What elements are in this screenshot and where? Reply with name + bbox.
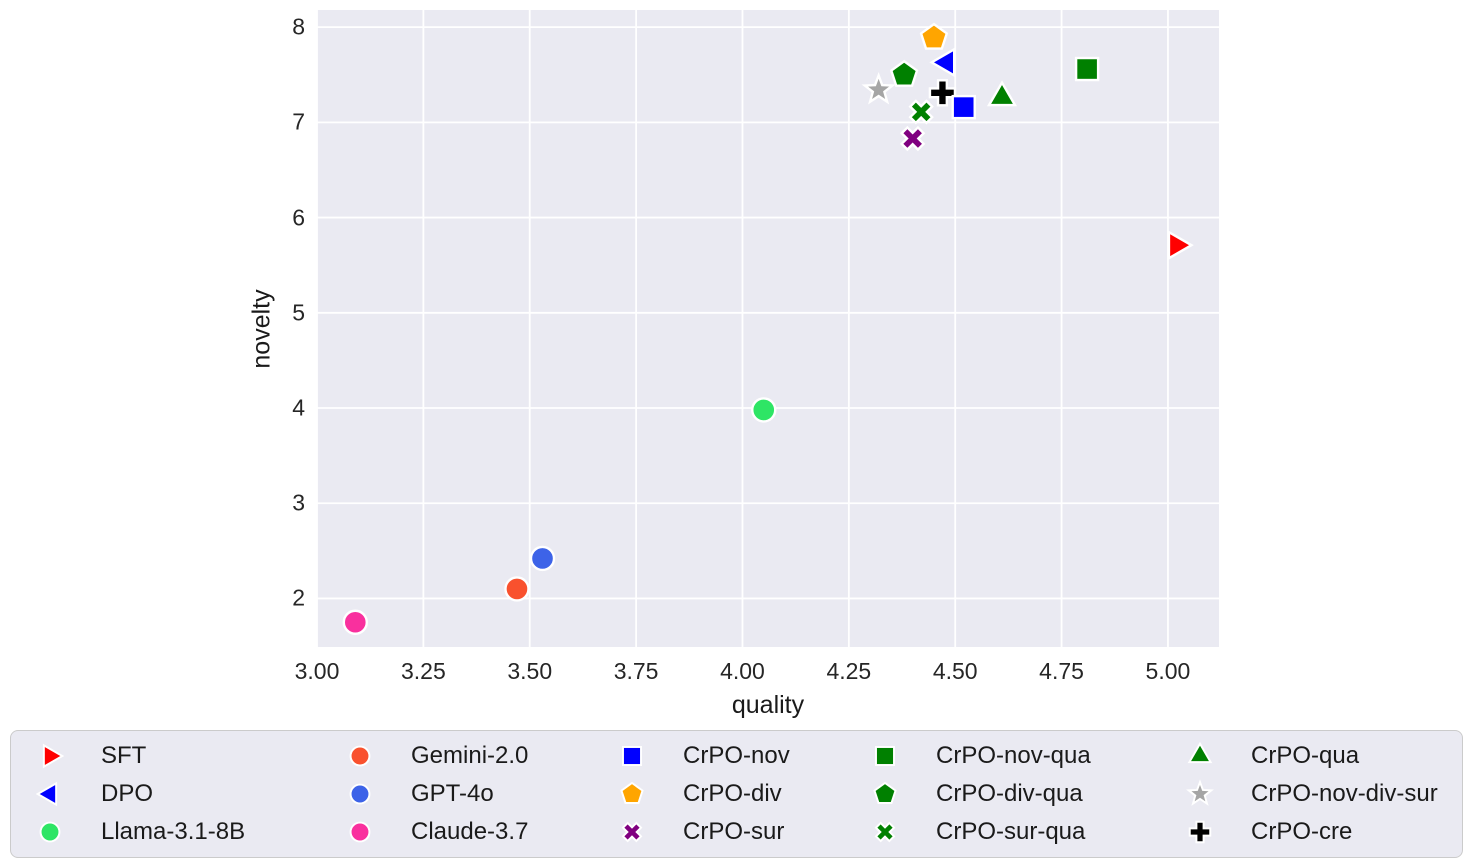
point-CrPO-qua [986, 80, 1018, 107]
x-tick-label: 5.00 [1145, 658, 1191, 684]
x-tick-label: 4.75 [1039, 658, 1084, 684]
y-tick-label: 8 [292, 13, 305, 40]
circle-icon [349, 783, 371, 805]
y-tick-label: 7 [292, 108, 305, 135]
legend-item-Llama-3.1-8B: Llama-3.1-8B [35, 817, 345, 847]
legend-label: CrPO-nov-div-sur [1251, 780, 1438, 807]
pentagon-icon [873, 781, 897, 804]
point-CrPO-nov-div-sur [861, 72, 896, 105]
scatter-plot-canvas [316, 10, 1219, 647]
legend-item-SFT: SFT [35, 741, 345, 771]
plot-area [316, 10, 1219, 647]
legend-label: SFT [101, 742, 147, 769]
legend-marker-Gemini-2.0 [349, 745, 371, 767]
legend-item-Gemini-2.0: Gemini-2.0 [345, 741, 617, 771]
y-tick-label: 3 [292, 489, 305, 516]
point-CrPO-nov [951, 94, 976, 120]
legend-marker-CrPO-sur-qua [874, 821, 896, 843]
triangle-up-icon [1187, 741, 1213, 764]
x-tick-label: 3.00 [294, 658, 340, 684]
legend: SFT DPO Llama-3.1-8B Gemini-2.0 GPT-4o Claude… [10, 730, 1463, 858]
legend-marker-CrPO-sur [621, 821, 643, 843]
x-tick-label: 4.50 [932, 658, 978, 684]
legend-marker-CrPO-nov-qua [874, 745, 896, 767]
legend-marker-CrPO-qua [1187, 741, 1213, 764]
legend-label: CrPO-sur [683, 818, 785, 845]
point-CrPO-div-qua [889, 59, 919, 87]
star-icon [1186, 779, 1214, 806]
legend-label: CrPO-nov [683, 742, 790, 769]
pentagon-icon [620, 781, 644, 804]
point-DPO [929, 47, 956, 78]
x-tick-label: 4.00 [720, 658, 765, 684]
legend-item-GPT-4o: GPT-4o [345, 779, 617, 809]
point-Gemini-2.0 [504, 576, 530, 602]
point-SFT [1167, 230, 1194, 261]
legend-label: CrPO-div-qua [936, 780, 1083, 807]
legend-label: Llama-3.1-8B [101, 818, 246, 845]
legend-item-CrPO-nov: CrPO-nov [617, 741, 870, 771]
legend-item-CrPO-nov-div-sur: CrPO-nov-div-sur [1185, 779, 1452, 809]
legend-marker-DPO [35, 781, 58, 807]
legend-item-Claude-3.7: Claude-3.7 [345, 817, 617, 847]
legend-marker-CrPO-div [620, 781, 644, 804]
point-CrPO-div [919, 22, 949, 50]
y-axis-label: novelty [247, 289, 276, 369]
legend-label: DPO [101, 780, 154, 807]
legend-marker-Claude-3.7 [349, 821, 371, 843]
y-tick-label: 4 [292, 394, 305, 421]
point-CrPO-cre [928, 79, 957, 107]
y-tick-label: 2 [292, 584, 305, 611]
circle-icon [349, 821, 371, 843]
legend-item-CrPO-sur-qua: CrPO-sur-qua [870, 817, 1185, 847]
triangle-left-icon [35, 781, 58, 807]
x-icon [621, 821, 643, 843]
legend-label: GPT-4o [411, 780, 494, 807]
legend-marker-CrPO-cre [1188, 820, 1212, 844]
y-tick-label: 6 [292, 204, 305, 231]
x-tick-label: 3.50 [507, 658, 553, 684]
x-tick-label: 3.75 [613, 658, 659, 684]
triangle-right-icon [42, 743, 65, 769]
point-Llama-3.1-8B [751, 397, 777, 423]
x-tick-label: 3.25 [400, 658, 446, 684]
legend-label: CrPO-nov-qua [936, 742, 1091, 769]
legend-label: CrPO-div [683, 780, 782, 807]
legend-marker-GPT-4o [349, 783, 371, 805]
point-CrPO-sur [899, 125, 926, 152]
point-CrPO-nov-qua [1074, 56, 1100, 82]
point-Claude-3.7 [342, 609, 368, 635]
legend-item-CrPO-div: CrPO-div [617, 779, 870, 809]
square-icon [621, 745, 643, 767]
circle-icon [349, 745, 371, 767]
legend-label: CrPO-qua [1251, 742, 1360, 769]
legend-item-CrPO-qua: CrPO-qua [1185, 741, 1452, 771]
legend-marker-CrPO-nov-div-sur [1186, 779, 1214, 806]
legend-item-CrPO-nov-qua: CrPO-nov-qua [870, 741, 1185, 771]
x-icon [874, 821, 896, 843]
legend-item-CrPO-cre: CrPO-cre [1185, 817, 1452, 847]
x-tick-label: 4.25 [826, 658, 872, 684]
legend-marker-Llama-3.1-8B [39, 821, 61, 843]
point-GPT-4o [529, 545, 556, 572]
legend-item-CrPO-sur: CrPO-sur [617, 817, 870, 847]
circle-icon [39, 821, 61, 843]
legend-item-CrPO-div-qua: CrPO-div-qua [870, 779, 1185, 809]
legend-label: CrPO-cre [1251, 818, 1353, 845]
x-axis-label: quality [731, 691, 805, 719]
legend-item-DPO: DPO [35, 779, 345, 809]
legend-label: Claude-3.7 [411, 818, 529, 845]
legend-marker-CrPO-nov [621, 745, 643, 767]
point-CrPO-sur-qua [908, 99, 934, 125]
legend-label: Gemini-2.0 [411, 742, 529, 769]
plus-icon [1188, 820, 1212, 844]
y-tick-label: 5 [292, 299, 305, 326]
legend-marker-SFT [42, 743, 65, 769]
square-icon [874, 745, 896, 767]
legend-label: CrPO-sur-qua [936, 818, 1086, 845]
legend-marker-CrPO-div-qua [873, 781, 897, 804]
